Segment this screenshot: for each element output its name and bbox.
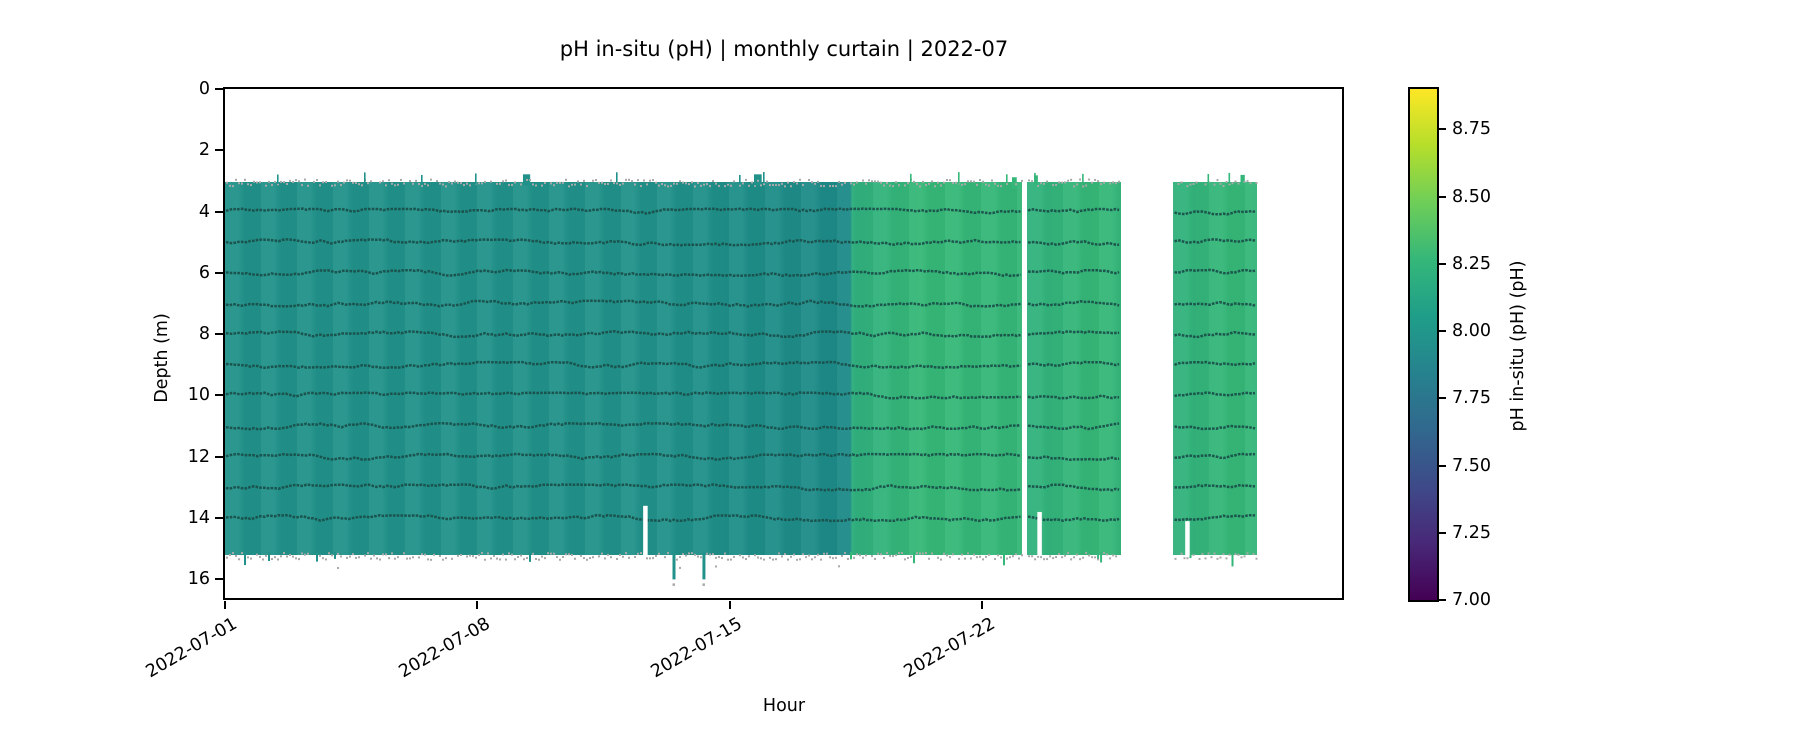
y-tick-mark: [215, 149, 223, 152]
y-tick-mark: [215, 517, 223, 520]
colorbar-tick-mark: [1439, 397, 1446, 400]
y-tick-label: 14: [187, 508, 210, 529]
chart-title: pH in-situ (pH) | monthly curtain | 2022…: [559, 37, 1009, 61]
x-tick-label: 2022-07-22: [900, 614, 999, 683]
x-tick-mark: [224, 601, 226, 609]
colorbar-tick-mark: [1439, 195, 1446, 198]
x-tick-label: 2022-07-15: [647, 614, 746, 683]
colorbar-tick-label: 8.50: [1452, 186, 1491, 207]
y-tick-mark: [215, 578, 223, 581]
y-tick-mark: [215, 455, 223, 458]
x-tick-mark: [728, 601, 731, 609]
colorbar-tick-mark: [1439, 330, 1446, 333]
colorbar-tick-mark: [1439, 262, 1446, 265]
y-tick-label: 2: [198, 140, 210, 161]
colorbar: [1408, 87, 1439, 602]
curtain-segment: [1173, 182, 1258, 555]
colorbar-tick-label: 8.25: [1452, 253, 1491, 274]
colorbar-tick-label: 8.75: [1452, 119, 1491, 140]
y-tick-mark: [215, 333, 223, 336]
y-tick-label: 0: [198, 79, 210, 99]
y-tick-label: 12: [187, 446, 210, 467]
x-tick-mark: [476, 601, 479, 609]
y-tick-label: 8: [198, 324, 210, 345]
y-tick-label: 6: [198, 262, 210, 283]
colorbar-tick-label: 7.00: [1452, 590, 1491, 610]
plot-axes-frame: [223, 87, 1344, 600]
colorbar-tick-label: 7.50: [1452, 455, 1491, 476]
colorbar-tick-label: 7.25: [1452, 522, 1491, 543]
y-tick-mark: [215, 88, 223, 90]
y-tick-mark: [215, 271, 223, 274]
colorbar-tick-mark: [1439, 128, 1446, 131]
x-tick-label: 2022-07-01: [142, 614, 241, 683]
x-axis-label: Hour: [762, 696, 806, 716]
colorbar-tick-label: 8.00: [1452, 321, 1491, 342]
y-tick-mark: [215, 394, 223, 397]
colorbar-tick-mark: [1439, 531, 1446, 534]
colorbar-tick-mark: [1439, 464, 1446, 467]
y-tick-mark: [215, 210, 223, 213]
y-tick-label: 16: [187, 569, 210, 590]
x-tick-mark: [981, 601, 984, 609]
colorbar-tick-label: 7.75: [1452, 388, 1491, 409]
colorbar-tick-mark: [1439, 599, 1446, 601]
x-tick-label: 2022-07-08: [395, 614, 494, 683]
y-tick-label: 10: [187, 385, 210, 406]
colorbar-label: pH in-situ (pH) (pH): [1508, 260, 1528, 432]
y-tick-label: 4: [198, 201, 210, 222]
